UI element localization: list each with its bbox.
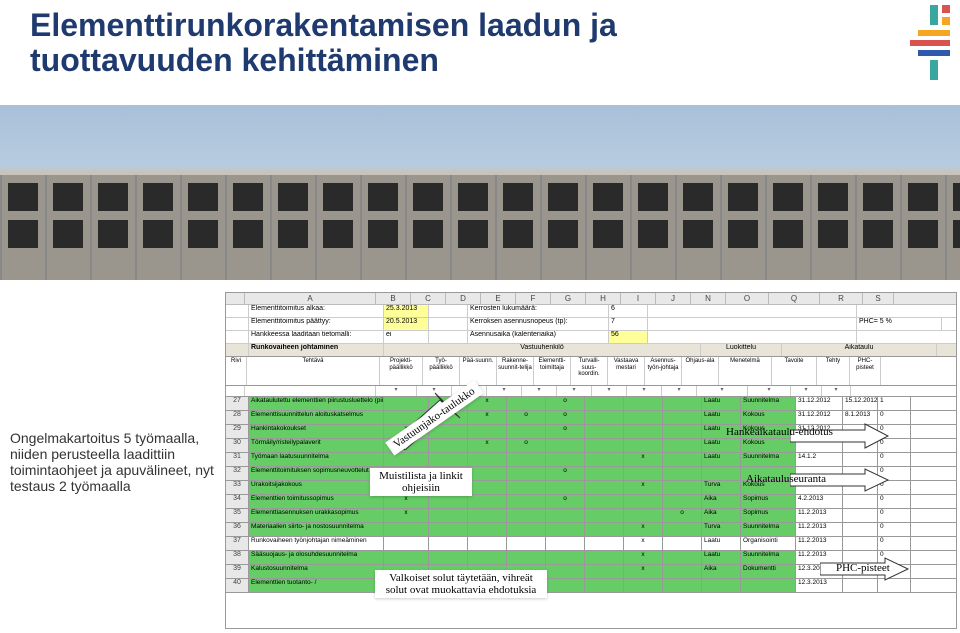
col-header: Vastaava mestari	[608, 357, 645, 385]
col-header: Työ-päällikkö	[423, 357, 460, 385]
col-letter: G	[551, 293, 586, 304]
filter-cell[interactable]: ▾	[487, 386, 522, 396]
col-header: Ohjaus-ala	[682, 357, 719, 385]
filter-cell[interactable]: ▾	[627, 386, 662, 396]
col-header: Elementti-toimittaja	[534, 357, 571, 385]
col-header: Tehtävä	[247, 357, 380, 385]
filter-cell[interactable]: ▾	[822, 386, 851, 396]
col-letter: J	[656, 293, 691, 304]
filter-cell[interactable]: ▾	[697, 386, 748, 396]
table-row: 31Työmaan laatusuunnitelmaxLaatuSuunnite…	[226, 453, 956, 467]
col-header: Pää-suunn.	[460, 357, 497, 385]
col-header: Rakenne-suunnit-telija	[497, 357, 534, 385]
callout-aika: Aikatauluseuranta	[740, 471, 832, 487]
col-header: Rivi	[226, 357, 247, 385]
col-letter: A	[245, 293, 376, 304]
col-letter: Q	[769, 293, 820, 304]
col-letter: O	[726, 293, 769, 304]
callout-muisti: Muistilista ja linkit ohjeisiin	[370, 468, 472, 496]
col-header: Tavoite	[772, 357, 817, 385]
col-letter: I	[621, 293, 656, 304]
col-header: Turvalli-suus-koordin.	[571, 357, 608, 385]
col-header: Menetelmä	[719, 357, 772, 385]
col-letter: R	[820, 293, 863, 304]
col-header: Projekti-päällikkö	[380, 357, 423, 385]
filter-cell[interactable]	[226, 386, 245, 396]
filter-cell[interactable]: ▾	[748, 386, 791, 396]
table-row: 27Aikataulutettu elementtien piirustuslu…	[226, 397, 956, 411]
filter-cell[interactable]: ▾	[592, 386, 627, 396]
table-row: 35Elementtiasennuksen urakkasopimusxoAik…	[226, 509, 956, 523]
col-letter: D	[446, 293, 481, 304]
callout-phc: PHC-pisteet	[830, 560, 896, 576]
callout-valkoiset: Valkoiset solut täytetään, vihreät solut…	[375, 570, 547, 598]
table-row: 34Elementtien toimitussopimusxoAikaSopim…	[226, 495, 956, 509]
col-header: PHC-pisteet	[850, 357, 881, 385]
col-letter: S	[863, 293, 894, 304]
logo	[890, 0, 960, 100]
col-letter: H	[586, 293, 621, 304]
col-letter: N	[691, 293, 726, 304]
filter-cell[interactable]: ▾	[522, 386, 557, 396]
col-letter: B	[376, 293, 411, 304]
col-letter: C	[411, 293, 446, 304]
col-letter: E	[481, 293, 516, 304]
construction-photo	[0, 105, 960, 280]
table-row: 36Materiaalien siirto- ja nostosuunnitel…	[226, 523, 956, 537]
filter-cell[interactable]: ▾	[662, 386, 697, 396]
filter-cell[interactable]	[245, 386, 376, 396]
filter-cell[interactable]: ▾	[557, 386, 592, 396]
side-paragraph: Ongelmakartoitus 5 työmaalla, niiden per…	[10, 430, 220, 494]
title-line2: tuottavuuden kehittäminen	[30, 43, 617, 78]
col-header: Asennus-työn-johtaja	[645, 357, 682, 385]
col-header: Tehty	[817, 357, 850, 385]
callout-hanke: Hankeaikataulu-ehdotus	[720, 424, 839, 440]
col-letter: F	[516, 293, 551, 304]
table-row: 37Runkovaiheen työnjohtajan nimeäminenxL…	[226, 537, 956, 551]
filter-cell[interactable]: ▾	[791, 386, 822, 396]
title-line1: Elementtirunkorakentamisen laadun ja	[30, 8, 617, 43]
